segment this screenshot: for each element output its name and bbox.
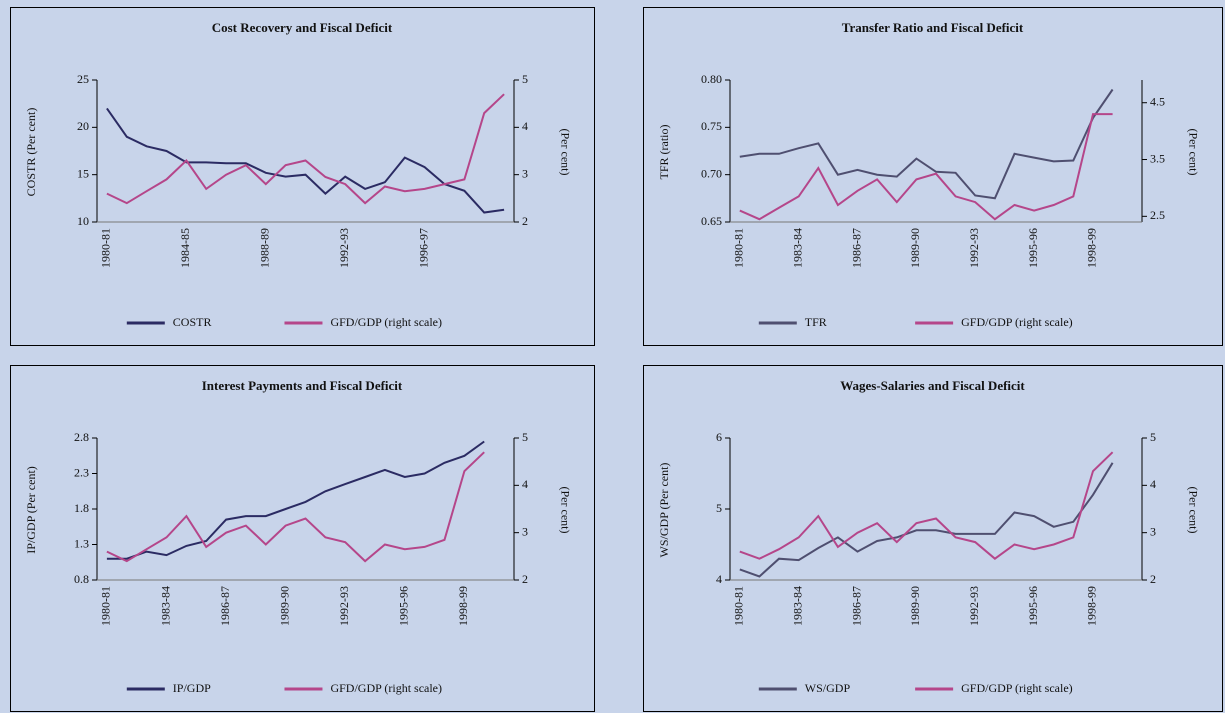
series-line [739, 462, 1114, 578]
legend-label: WS/GDP [805, 681, 851, 695]
chart-title: Cost Recovery and Fiscal Deficit [212, 20, 393, 35]
y-tick-label: 0.65 [701, 214, 722, 228]
x-tick-label: 1986-87 [849, 228, 863, 268]
x-tick-label: 1992-93 [337, 586, 351, 626]
x-tick-label: 1980-81 [99, 586, 113, 626]
x-tick-label: 1989-90 [908, 586, 922, 626]
x-tick-label: 1980-81 [732, 228, 746, 268]
legend-label: GFD/GDP (right scale) [961, 681, 1073, 695]
y2-axis-title: (Per cent) [558, 487, 572, 534]
x-tick-label: 1983-84 [790, 228, 804, 268]
x-tick-label: 1998-99 [1085, 586, 1099, 626]
x-tick-label: 1995-96 [1026, 228, 1040, 268]
x-tick-label: 1986-87 [218, 586, 232, 626]
y2-axis-title: (Per cent) [558, 129, 572, 176]
y2-tick-label: 3 [1150, 524, 1156, 538]
x-tick-label: 1998-99 [456, 586, 470, 626]
y2-tick-label: 2.5 [1150, 208, 1165, 222]
y-tick-label: 25 [77, 72, 89, 86]
panel [10, 7, 595, 346]
y2-tick-label: 3 [522, 524, 528, 538]
panel [643, 365, 1223, 712]
y-axis-title: IP/GDP (Per cent) [24, 466, 38, 554]
x-tick-label: 1983-84 [790, 586, 804, 626]
x-tick-label: 1983-84 [158, 586, 172, 626]
x-tick-label: 1980-81 [732, 586, 746, 626]
series-line [739, 451, 1114, 560]
series-line [106, 93, 505, 205]
x-tick-label: 1988-89 [258, 228, 272, 268]
y2-tick-label: 5 [522, 430, 528, 444]
y2-tick-label: 4.5 [1150, 94, 1165, 108]
series-line [106, 107, 505, 214]
panel [643, 7, 1223, 346]
x-tick-label: 1992-93 [967, 586, 981, 626]
legend-label: TFR [805, 315, 827, 329]
y-tick-label: 1.3 [74, 536, 89, 550]
y2-tick-label: 3.5 [1150, 151, 1165, 165]
y2-tick-label: 3 [522, 166, 528, 180]
legend-label: IP/GDP [173, 681, 211, 695]
series-line [106, 451, 485, 563]
y-tick-label: 2.3 [74, 465, 89, 479]
y2-tick-label: 4 [522, 119, 528, 133]
x-tick-label: 1984-85 [178, 228, 192, 268]
y-tick-label: 20 [77, 119, 89, 133]
y-tick-label: 6 [716, 430, 722, 444]
legend-label: GFD/GDP (right scale) [330, 681, 442, 695]
y2-tick-label: 4 [522, 477, 528, 491]
y2-axis-title: (Per cent) [1186, 129, 1200, 176]
x-tick-label: 1995-96 [1026, 586, 1040, 626]
series-line [106, 440, 485, 560]
y-axis-title: WS/GDP (Per cent) [657, 463, 671, 558]
y-tick-label: 0.8 [74, 572, 89, 586]
y-tick-label: 2.8 [74, 430, 89, 444]
legend-label: GFD/GDP (right scale) [330, 315, 442, 329]
y-tick-label: 10 [77, 214, 89, 228]
y-tick-label: 15 [77, 166, 89, 180]
chart-title: Transfer Ratio and Fiscal Deficit [842, 20, 1024, 35]
y-tick-label: 1.8 [74, 501, 89, 515]
y-tick-label: 0.70 [701, 166, 722, 180]
y-tick-label: 5 [716, 501, 722, 515]
x-tick-label: 1989-90 [277, 586, 291, 626]
series-line [739, 113, 1113, 221]
series-line [739, 88, 1114, 200]
legend-label: COSTR [173, 315, 212, 329]
y-axis-title: TFR (ratio) [657, 125, 671, 180]
y-axis-title: COSTR (Per cent) [24, 108, 38, 197]
y2-tick-label: 2 [1150, 572, 1156, 586]
x-tick-label: 1986-87 [849, 586, 863, 626]
panel [10, 365, 595, 712]
y-tick-label: 4 [716, 572, 722, 586]
x-tick-label: 1992-93 [337, 228, 351, 268]
x-tick-label: 1998-99 [1085, 228, 1099, 268]
y2-tick-label: 2 [522, 572, 528, 586]
y2-tick-label: 4 [1150, 477, 1156, 491]
x-tick-label: 1992-93 [967, 228, 981, 268]
x-tick-label: 1989-90 [908, 228, 922, 268]
y-tick-label: 0.75 [701, 119, 722, 133]
y-tick-label: 0.80 [701, 72, 722, 86]
x-tick-label: 1995-96 [397, 586, 411, 626]
y2-tick-label: 5 [522, 72, 528, 86]
x-tick-label: 1996-97 [416, 228, 430, 268]
x-tick-label: 1980-81 [99, 228, 113, 268]
legend-label: GFD/GDP (right scale) [961, 315, 1073, 329]
y2-axis-title: (Per cent) [1186, 487, 1200, 534]
chart-title: Interest Payments and Fiscal Deficit [202, 378, 403, 393]
y2-tick-label: 5 [1150, 430, 1156, 444]
y2-tick-label: 2 [522, 214, 528, 228]
chart-title: Wages-Salaries and Fiscal Deficit [840, 378, 1025, 393]
